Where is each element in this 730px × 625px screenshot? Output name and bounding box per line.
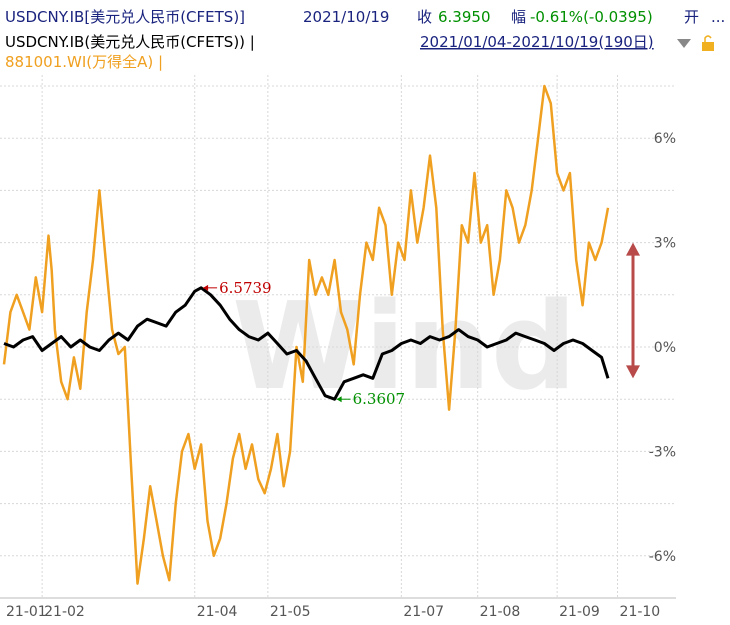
quote-date: 2021/10/19 bbox=[303, 8, 389, 26]
range-arrow-head-up bbox=[626, 242, 640, 256]
change-label: 幅 bbox=[511, 8, 526, 26]
close-value: 6.3950 bbox=[438, 8, 491, 26]
close-label: 收 bbox=[417, 8, 432, 26]
y-tick-label: -6% bbox=[649, 549, 676, 565]
range-arrow-head-down bbox=[626, 365, 640, 379]
more-text: ... bbox=[711, 8, 725, 26]
max-value-label: 6.5739 bbox=[219, 279, 271, 297]
usdcny-legend: USDCNY.IB(美元兑人民币(CFETS)) | bbox=[5, 33, 255, 51]
x-tick-label: 21-05 bbox=[270, 604, 311, 620]
x-tick-label: 21-01 bbox=[6, 604, 47, 620]
lock-icon[interactable] bbox=[702, 35, 714, 51]
y-tick-label: -3% bbox=[649, 444, 676, 460]
annotation-layer: 6.5739 6.3607 bbox=[203, 242, 640, 408]
header-row-1: USDCNY.IB[美元兑人民币(CFETS)] 2021/10/19 收 6.… bbox=[5, 8, 725, 26]
x-tick-label: 21-08 bbox=[480, 604, 521, 620]
dropdown-triangle-icon[interactable] bbox=[677, 39, 691, 48]
date-range-selector[interactable]: 2021/01/04-2021/10/19(190日) bbox=[420, 33, 654, 51]
min-value-label: 6.3607 bbox=[353, 390, 406, 408]
header-row-2: USDCNY.IB(美元兑人民币(CFETS)) | 2021/01/04-20… bbox=[5, 33, 714, 51]
y-tick-label: 6% bbox=[654, 131, 676, 147]
annotation-arrowhead bbox=[336, 396, 342, 403]
wind-a-legend: 881001.WI(万得全A) | bbox=[5, 53, 163, 71]
y-tick-label: 0% bbox=[654, 340, 676, 356]
x-tick-label: 21-07 bbox=[403, 604, 444, 620]
open-label: 开 bbox=[684, 8, 699, 26]
x-tick-label: 21-04 bbox=[197, 604, 238, 620]
change-value: -0.61%(-0.0395) bbox=[530, 8, 653, 26]
x-tick-label: 21-10 bbox=[620, 604, 661, 620]
security-title: USDCNY.IB[美元兑人民币(CFETS)] bbox=[5, 8, 245, 26]
x-tick-label: 21-09 bbox=[559, 604, 600, 620]
usdcny-series-line bbox=[3, 286, 610, 401]
wind-a-series-line bbox=[2, 84, 610, 585]
annotation-arrowhead bbox=[203, 284, 209, 291]
series-layer bbox=[2, 84, 610, 585]
y-tick-label: 3% bbox=[654, 236, 676, 252]
x-tick-label: 21-02 bbox=[44, 604, 85, 620]
